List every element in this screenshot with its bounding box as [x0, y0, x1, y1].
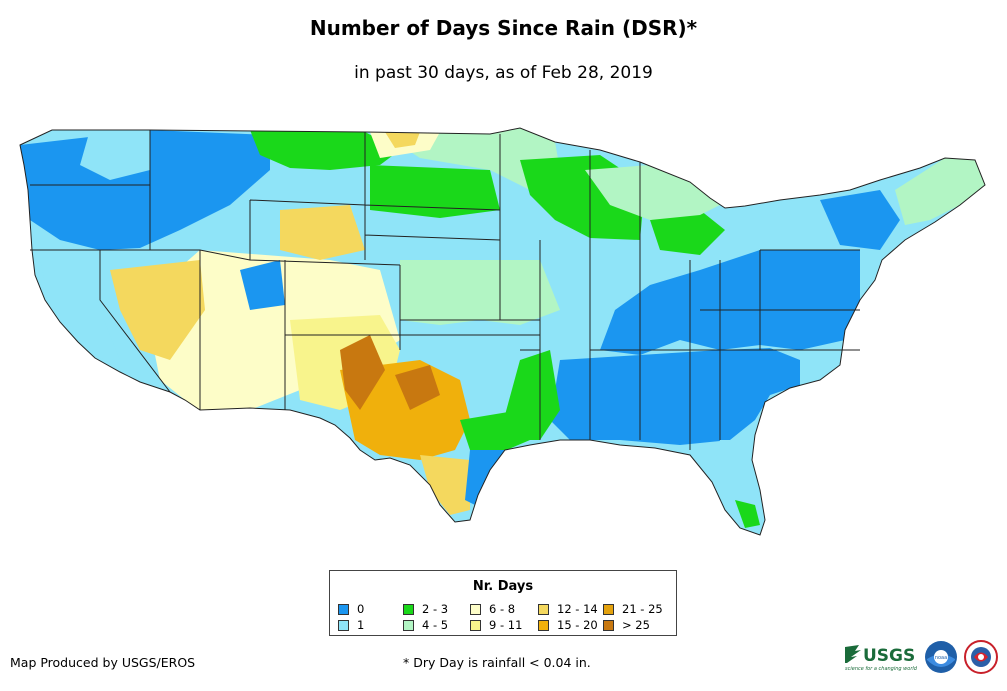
legend-swatch: [603, 604, 614, 615]
legend-item-4: 6 - 8: [470, 603, 515, 616]
legend-item-8: 21 - 25: [603, 603, 663, 616]
noaa-logo: noaa: [925, 641, 957, 673]
nws-logo: [964, 640, 998, 674]
legend-label: 6 - 8: [489, 602, 516, 616]
state-boundaries: [19, 127, 986, 536]
legend-swatch: [603, 620, 614, 631]
legend-swatch: [470, 604, 481, 615]
legend-title: Nr. Days: [472, 579, 534, 594]
legend-label: 9 - 11: [489, 618, 523, 632]
legend-item-6: 12 - 14: [538, 603, 598, 616]
legend-label: > 25: [622, 618, 650, 632]
legend-label: 12 - 14: [557, 602, 598, 616]
legend-label: 21 - 25: [622, 602, 663, 616]
map-credit: Map Produced by USGS/EROS: [10, 655, 196, 670]
legend-item-1: 1: [338, 619, 364, 632]
usgs-logo: USGS science for a changing world: [845, 645, 918, 672]
legend-swatch: [470, 620, 481, 631]
legend-swatch: [338, 604, 349, 615]
legend-item-9: > 25: [603, 619, 650, 632]
map-subtitle: in past 30 days, as of Feb 28, 2019: [354, 63, 653, 83]
legend-label: 2 - 3: [422, 602, 449, 616]
legend-item-5: 9 - 11: [470, 619, 522, 632]
usgs-logo-tagline: science for a changing world: [845, 666, 918, 672]
legend-swatch: [538, 620, 549, 631]
legend-label: 0: [357, 602, 365, 616]
legend-item-3: 4 - 5: [403, 619, 448, 632]
legend-swatch: [403, 620, 414, 631]
legend-swatch: [338, 620, 349, 631]
map-title: Number of Days Since Rain (DSR)*: [309, 16, 698, 40]
legend-label: 1: [357, 618, 365, 632]
legend-item-0: 0: [338, 603, 364, 616]
legend-item-2: 2 - 3: [403, 603, 448, 616]
legend-label: 15 - 20: [557, 618, 598, 632]
noaa-logo-text: noaa: [935, 655, 947, 661]
legend-item-7: 15 - 20: [538, 619, 598, 632]
usgs-logo-text: USGS: [863, 646, 915, 666]
legend-swatch: [403, 604, 414, 615]
dry-day-footnote: * Dry Day is rainfall < 0.04 in.: [403, 655, 591, 670]
dsr-region-fills: [20, 128, 985, 535]
legend: Nr. Days 0 1 2 - 3 4 - 5 6 - 8 9 - 11 12…: [329, 570, 677, 636]
legend-swatch: [538, 604, 549, 615]
legend-label: 4 - 5: [422, 618, 449, 632]
us-dsr-map: [19, 127, 986, 536]
